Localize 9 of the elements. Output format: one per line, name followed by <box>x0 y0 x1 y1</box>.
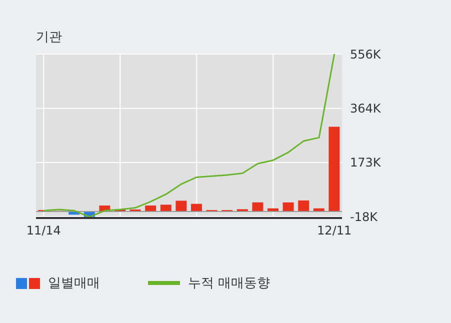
legend-label: 누적 매매동향 <box>188 275 270 292</box>
y-tick-label: -18K <box>350 210 379 224</box>
legend-label: 일별매매 <box>48 275 100 292</box>
y-tick-label: 173K <box>350 156 382 170</box>
chart-title: 기관 <box>36 29 62 46</box>
x-tick-label: 12/11 <box>317 224 352 238</box>
y-tick-label: 556K <box>350 47 382 62</box>
x-tick-label: 11/14 <box>26 224 61 238</box>
y-tick-label: 364K <box>350 102 382 116</box>
